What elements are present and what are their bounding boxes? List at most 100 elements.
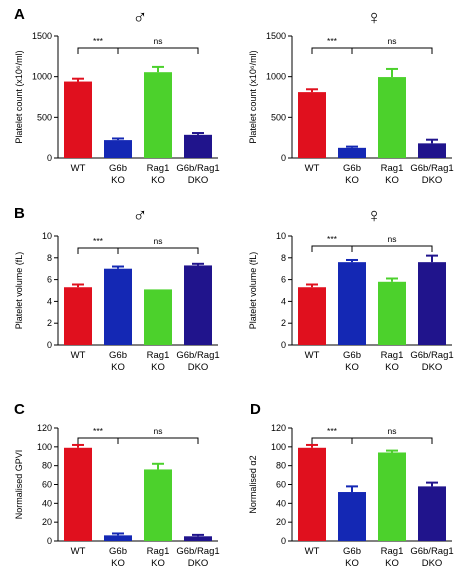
significance-label: *** [327,426,338,436]
x-tick-label: Rag1 [147,163,170,174]
sex-symbol: ♂ [133,7,148,29]
y-tick-label: 8 [281,253,286,263]
y-tick-label: 80 [276,461,286,471]
sex-symbol: ♂ [133,205,148,227]
significance-bracket [77,47,119,54]
bar-g6b [338,262,366,345]
bar-dko [418,486,446,541]
significance-bracket [351,245,433,252]
bar-dko [418,262,446,345]
x-tick-label: WT [71,546,86,557]
significance-label: *** [327,36,338,46]
panel-letter: B [14,205,25,222]
y-tick-label: 500 [271,112,286,122]
y-tick-label: 1000 [266,72,286,82]
sex-symbol: ♀ [367,7,382,29]
y-tick-label: 40 [42,498,52,508]
y-tick-label: 120 [37,423,52,433]
x-tick-label: DKO [188,558,209,569]
bar-rag1 [378,281,406,345]
significance-label: ns [388,426,397,436]
significance-bracket [77,437,119,444]
y-axis-label: Platelet volume (fL) [14,252,24,330]
y-tick-label: 100 [37,442,52,452]
significance-bracket [311,245,353,252]
significance-label: *** [93,426,104,436]
y-tick-label: 2 [281,318,286,328]
sex-symbol: ♀ [367,205,382,227]
bar-g6b [104,268,132,345]
x-tick-label: DKO [188,362,209,373]
significance-label: *** [93,36,104,46]
x-tick-label: G6b/Rag1 [176,350,219,361]
y-tick-label: 6 [281,275,286,285]
y-tick-label: 2 [47,318,52,328]
bar-dko [184,536,212,541]
x-tick-label: DKO [422,175,443,186]
significance-bracket [117,437,199,444]
x-tick-label: G6b [343,163,361,174]
y-tick-label: 80 [42,461,52,471]
significance-label: ns [388,234,397,244]
y-tick-label: 1000 [32,72,52,82]
y-tick-label: 20 [276,517,286,527]
bar-wt [64,287,92,345]
x-tick-label: G6b [109,163,127,174]
x-tick-label: KO [385,175,399,186]
y-tick-label: 60 [42,480,52,490]
x-tick-label: G6b/Rag1 [176,163,219,174]
significance-bracket [117,247,199,254]
x-tick-label: Rag1 [147,350,170,361]
bar-dko [184,134,212,158]
significance-bracket [117,47,199,54]
x-tick-label: KO [345,558,359,569]
y-axis-label: Platelet count (x10⁶/ml) [248,50,258,143]
x-tick-label: KO [385,362,399,373]
panel-letter: D [250,401,261,418]
x-tick-label: WT [305,350,320,361]
significance-label: ns [388,36,397,46]
x-tick-label: G6b/Rag1 [410,163,453,174]
significance-label: ns [154,426,163,436]
bar-g6b [104,140,132,158]
significance-label: ns [154,36,163,46]
bar-rag1 [144,72,172,158]
bar-wt [64,81,92,158]
y-tick-label: 10 [42,231,52,241]
x-tick-label: Rag1 [381,546,404,557]
panel-letter: A [14,6,25,23]
x-tick-label: KO [111,175,125,186]
x-tick-label: KO [151,362,165,373]
significance-bracket [311,47,353,54]
x-tick-label: G6b [109,350,127,361]
significance-bracket [351,47,433,54]
bar-rag1 [378,452,406,541]
y-tick-label: 100 [271,442,286,452]
significance-bracket [311,437,353,444]
significance-bracket [351,437,433,444]
x-tick-label: G6b/Rag1 [410,350,453,361]
y-axis-label: Platelet count (x10⁶/ml) [14,50,24,143]
panel-letter: C [14,401,25,418]
x-tick-label: KO [385,558,399,569]
bar-wt [298,447,326,541]
x-tick-label: KO [151,175,165,186]
bar-wt [298,287,326,345]
x-tick-label: DKO [422,362,443,373]
bar-g6b [338,147,366,158]
chart-panel-1: A ♂ 0 500 1000 1500 Platelet count (x10⁶/ml) WT… [14,6,220,186]
x-tick-label: KO [345,362,359,373]
y-tick-label: 10 [276,231,286,241]
significance-bracket [77,247,119,254]
x-tick-label: DKO [422,558,443,569]
y-tick-label: 60 [276,480,286,490]
x-tick-label: WT [71,350,86,361]
y-tick-label: 6 [47,275,52,285]
x-tick-label: G6b/Rag1 [176,546,219,557]
y-tick-label: 8 [47,253,52,263]
y-tick-label: 20 [42,517,52,527]
bar-dko [184,265,212,345]
